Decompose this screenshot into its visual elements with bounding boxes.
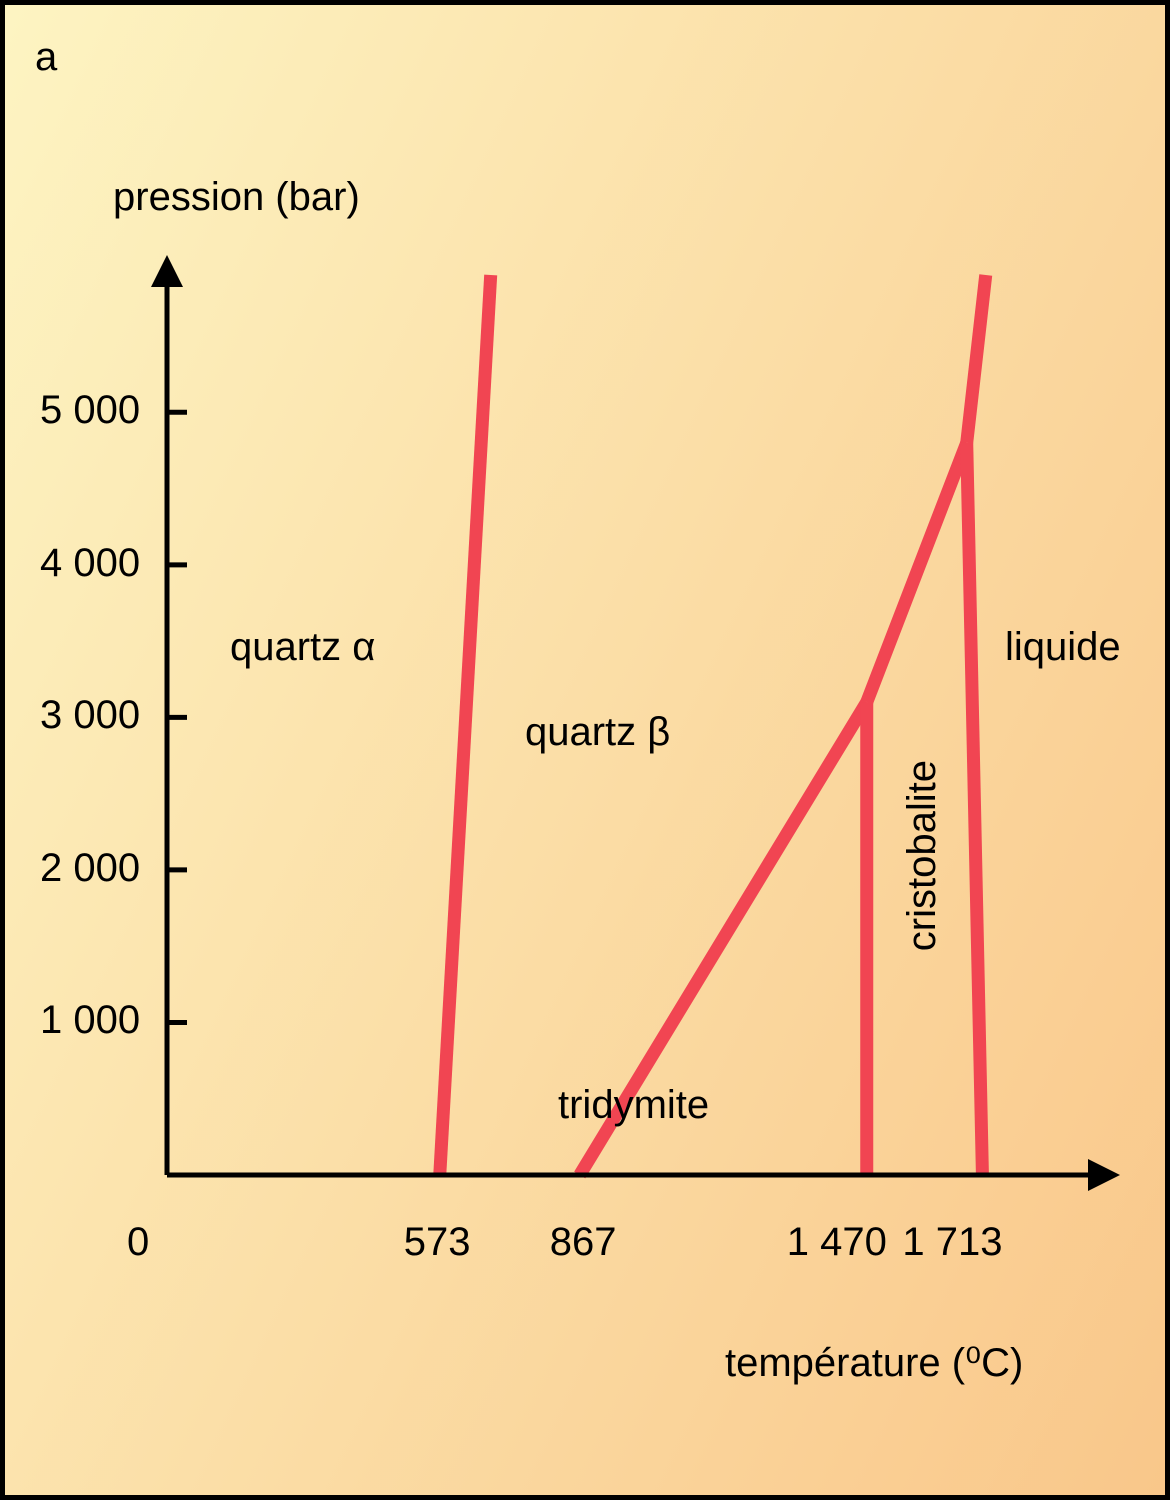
phase-diagram-panel: a pression (bar) température (⁰C) 1 0002… [0,0,1170,1500]
x-axis-arrow [1088,1159,1120,1191]
y-tick-label: 4 000 [40,541,140,586]
x-tick-label: 1 713 [902,1220,1002,1265]
y-axis-arrow [151,255,183,287]
y-tick-label: 5 000 [40,388,140,433]
y-tick-label: 1 000 [40,998,140,1043]
boundary-beta-cristob-upper [867,443,967,702]
region-label-cristobalite: cristobalite [900,760,945,951]
x-tick-label: 867 [550,1220,617,1265]
y-tick-label: 3 000 [40,693,140,738]
boundary-cristob-liquide [967,443,983,1175]
region-label-quartz-alpha: quartz α [230,625,375,670]
x-tick-label: 573 [404,1220,471,1265]
x-tick-label: 0 [127,1220,149,1265]
x-tick-label: 1 470 [787,1220,887,1265]
region-label-quartz-beta: quartz β [525,710,670,755]
boundary-alpha-beta [440,275,491,1175]
y-tick-label: 2 000 [40,846,140,891]
region-label-liquide: liquide [1005,625,1121,670]
region-label-tridymite: tridymite [558,1083,709,1128]
boundary-beta-liquide [967,275,986,443]
